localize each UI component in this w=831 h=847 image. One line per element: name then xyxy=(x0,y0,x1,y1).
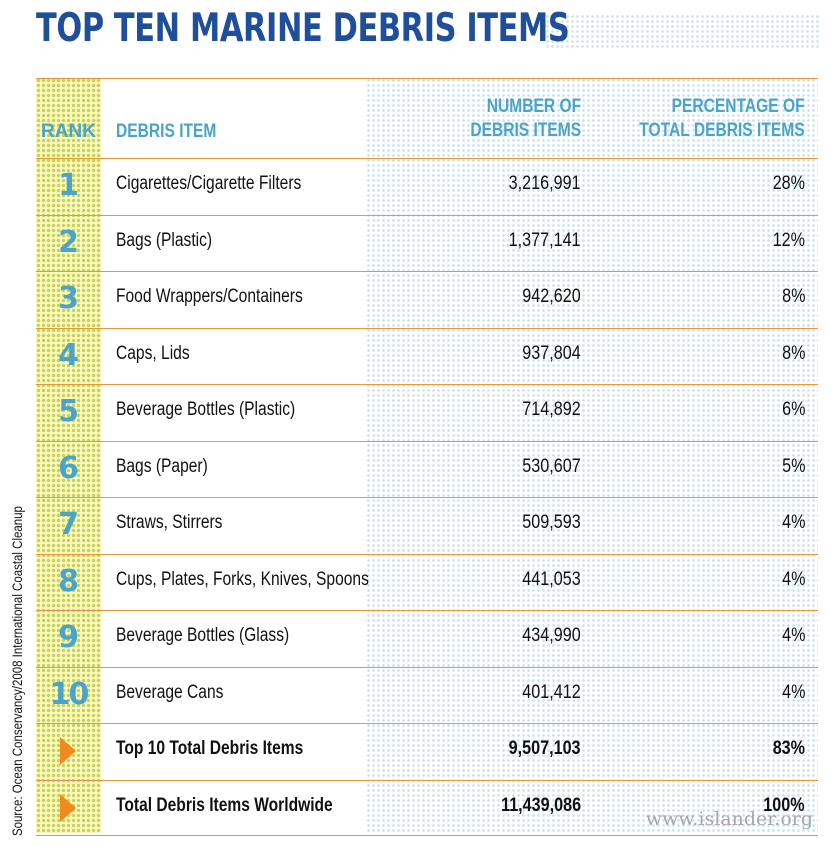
header-percentage: PERCENTAGE OF TOTAL DEBRIS ITEMS xyxy=(640,95,805,143)
row-rule xyxy=(36,440,818,442)
debris-item-percentage: 4% xyxy=(781,512,805,533)
debris-item-name: Food Wrappers/Containers xyxy=(116,286,303,307)
debris-item-count: 9,507,103 xyxy=(509,738,581,759)
debris-item-percentage: 83% xyxy=(772,738,805,759)
header-rank: RANK xyxy=(41,121,96,142)
rank-number: 10 xyxy=(49,676,90,712)
header-percentage-line-2: TOTAL DEBRIS ITEMS xyxy=(639,120,805,141)
arrow-icon xyxy=(60,793,76,822)
debris-item-count: 530,607 xyxy=(522,455,581,477)
title-row: TOP TEN MARINE DEBRIS ITEMS xyxy=(0,0,831,64)
debris-item-percentage: 12% xyxy=(772,229,805,251)
debris-item-percentage: 4% xyxy=(781,625,805,646)
header-debris-item: DEBRIS ITEM xyxy=(116,121,217,142)
debris-item-count: 11,439,086 xyxy=(501,794,581,816)
row-rule xyxy=(36,779,818,781)
debris-item-name: Cigarettes/Cigarette Filters xyxy=(116,173,302,194)
table-row: 5 Beverage Bottles (Plastic) 714,892 6% xyxy=(36,384,818,440)
row-rule xyxy=(36,553,818,555)
debris-item-percentage: 28% xyxy=(772,173,805,194)
debris-item-name: Cups, Plates, Forks, Knives, Spoons xyxy=(116,568,369,590)
debris-item-count: 937,804 xyxy=(522,342,581,364)
header-percentage-line-1: PERCENTAGE OF xyxy=(671,96,805,117)
debris-item-count: 3,216,991 xyxy=(509,173,581,194)
debris-item-name: Beverage Cans xyxy=(116,681,224,703)
debris-item-count: 714,892 xyxy=(522,399,581,420)
table-row: 10 Beverage Cans 401,412 4% xyxy=(36,667,818,723)
rank-number: 4 xyxy=(58,337,79,373)
row-rule xyxy=(36,497,818,498)
debris-item-name: Beverage Bottles (Glass) xyxy=(116,625,290,646)
rank-number: 6 xyxy=(58,450,79,486)
header-number-line-2: DEBRIS ITEMS xyxy=(470,120,581,141)
table-row: 8 Cups, Plates, Forks, Knives, Spoons 441,… xyxy=(36,554,818,610)
debris-item-count: 401,412 xyxy=(522,681,581,703)
table-row: 7 Straws, Stirrers 509,593 4% xyxy=(36,497,818,553)
table-row: 3 Food Wrappers/Containers 942,620 8% xyxy=(36,271,818,327)
rank-number: 5 xyxy=(58,394,79,429)
debris-item-name: Total Debris Items Worldwide xyxy=(116,794,333,816)
row-rule xyxy=(36,666,818,668)
table-row: 4 Caps, Lids 937,804 8% xyxy=(36,328,818,384)
header-number-of-items: NUMBER OF DEBRIS ITEMS xyxy=(470,95,581,143)
table-row: 1 Cigarettes/Cigarette Filters 3,216,991 28… xyxy=(36,158,818,214)
row-rule xyxy=(36,384,818,385)
total-row: Total Debris Items Worldwide 11,439,086 10… xyxy=(36,780,818,836)
table-row: 9 Beverage Bottles (Glass) 434,990 4% xyxy=(36,610,818,666)
debris-item-count: 509,593 xyxy=(522,512,581,533)
debris-item-percentage: 5% xyxy=(781,455,805,477)
debris-table: RANK DEBRIS ITEM NUMBER OF DEBRIS ITEMS … xyxy=(36,78,818,836)
debris-item-name: Bags (Paper) xyxy=(116,455,208,477)
row-rule xyxy=(36,327,818,329)
debris-item-percentage: 100% xyxy=(763,794,805,816)
rank-number: 1 xyxy=(58,168,79,203)
watermark: www.islander.org xyxy=(645,808,813,830)
table-bottom-rule xyxy=(36,835,818,836)
debris-item-percentage: 4% xyxy=(781,681,805,703)
debris-item-count: 441,053 xyxy=(522,568,581,590)
row-rule xyxy=(36,271,818,272)
debris-item-name: Top 10 Total Debris Items xyxy=(116,738,304,759)
debris-item-name: Straws, Stirrers xyxy=(116,512,223,533)
debris-item-percentage: 4% xyxy=(781,568,805,590)
row-rule xyxy=(36,214,818,216)
row-rule xyxy=(36,158,818,159)
rank-number: 3 xyxy=(58,281,79,316)
debris-item-name: Bags (Plastic) xyxy=(116,229,213,251)
debris-item-name: Caps, Lids xyxy=(116,342,190,364)
debris-item-percentage: 8% xyxy=(781,286,805,307)
rank-number: 7 xyxy=(58,507,79,542)
debris-item-count: 434,990 xyxy=(522,625,581,646)
numbers-column-background xyxy=(366,78,818,833)
debris-item-percentage: 8% xyxy=(781,342,805,364)
header-number-line-1: NUMBER OF xyxy=(486,96,581,117)
debris-item-count: 1,377,141 xyxy=(509,229,581,251)
rank-number: 9 xyxy=(58,620,79,655)
source-credit: Source: Ocean Conservancy/2008 Internati… xyxy=(9,506,25,836)
arrow-icon xyxy=(60,737,76,765)
table-row: 2 Bags (Plastic) 1,377,141 12% xyxy=(36,215,818,271)
debris-item-name: Beverage Bottles (Plastic) xyxy=(116,399,296,420)
rank-number: 2 xyxy=(58,224,79,260)
rank-column-background xyxy=(36,78,101,833)
row-rule xyxy=(36,723,818,724)
header-top-rule xyxy=(36,78,818,79)
rank-number: 8 xyxy=(58,563,79,599)
total-row: Top 10 Total Debris Items 9,507,103 83% xyxy=(36,723,818,779)
row-rule xyxy=(36,610,818,611)
table-row: 6 Bags (Paper) 530,607 5% xyxy=(36,441,818,497)
page-title: TOP TEN MARINE DEBRIS ITEMS xyxy=(36,6,570,51)
debris-item-count: 942,620 xyxy=(522,286,581,307)
debris-item-percentage: 6% xyxy=(781,399,805,420)
title-dot-pattern xyxy=(545,14,820,50)
